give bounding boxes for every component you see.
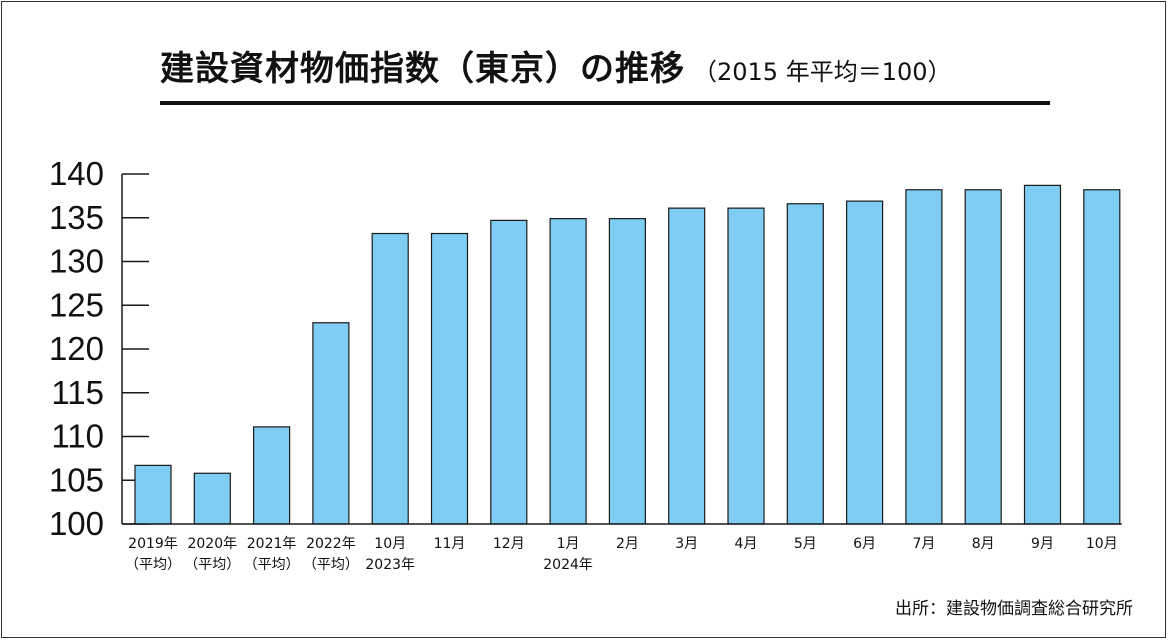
bar bbox=[253, 426, 291, 525]
x-tick-label: 10月 bbox=[374, 536, 406, 552]
y-tick-label: 110 bbox=[51, 418, 104, 455]
bar bbox=[134, 464, 172, 525]
x-tick-label: （平均） bbox=[184, 557, 240, 573]
x-tick-label: 2022年 bbox=[306, 536, 356, 552]
bar bbox=[964, 189, 1002, 525]
bar bbox=[668, 207, 706, 525]
bar bbox=[905, 189, 943, 525]
x-tick-label: （平均） bbox=[303, 557, 359, 573]
bar bbox=[490, 219, 528, 525]
y-tick-label: 100 bbox=[49, 505, 104, 542]
x-tick-label: 7月 bbox=[912, 536, 935, 552]
title-underline bbox=[160, 101, 1050, 105]
x-tick-label: 2019年 bbox=[128, 536, 178, 552]
x-tick-label: 6月 bbox=[853, 536, 876, 552]
chart-subtitle: （2015 年平均＝100） bbox=[693, 58, 952, 86]
y-tick-label: 135 bbox=[49, 199, 104, 236]
x-tick-label: 11月 bbox=[434, 536, 466, 552]
bar bbox=[193, 472, 231, 525]
y-tick-label: 120 bbox=[49, 330, 104, 367]
x-tick-label: （平均） bbox=[244, 557, 300, 573]
chart-title-block: 建設資材物価指数（東京）の推移 （2015 年平均＝100） bbox=[160, 44, 952, 94]
bar bbox=[549, 218, 587, 525]
x-tick-label: 2月 bbox=[616, 536, 639, 552]
y-tick-label: 105 bbox=[49, 461, 104, 498]
bar bbox=[786, 203, 824, 525]
x-tick-label: 1月 bbox=[557, 536, 580, 552]
y-tick-label: 130 bbox=[49, 243, 104, 280]
y-tick-label: 125 bbox=[49, 286, 104, 323]
bar bbox=[1083, 189, 1121, 525]
chart-title: 建設資材物価指数（東京）の推移 bbox=[160, 49, 685, 89]
source-note: 出所：建設物価調査総合研究所 bbox=[895, 599, 1133, 619]
bar bbox=[845, 200, 884, 525]
bar bbox=[430, 232, 469, 525]
x-tick-label: 12月 bbox=[493, 536, 525, 552]
x-tick-label: 2024年 bbox=[543, 557, 593, 573]
bar bbox=[371, 232, 409, 525]
x-tick-label: 3月 bbox=[675, 536, 698, 552]
bar bbox=[1023, 184, 1062, 525]
x-tick-label: 2020年 bbox=[187, 536, 237, 552]
x-tick-label: 8月 bbox=[972, 536, 995, 552]
bar bbox=[608, 218, 647, 525]
x-tick-label: 9月 bbox=[1031, 536, 1054, 552]
x-tick-label: 4月 bbox=[735, 536, 758, 552]
y-tick-label: 115 bbox=[51, 374, 104, 411]
x-tick-label: （平均） bbox=[125, 557, 181, 573]
bar bbox=[727, 207, 765, 525]
x-tick-label: 10月 bbox=[1086, 536, 1118, 552]
x-tick-label: 2021年 bbox=[247, 536, 297, 552]
y-tick-label: 140 bbox=[49, 155, 104, 192]
bar bbox=[312, 322, 350, 525]
x-tick-label: 2023年 bbox=[365, 557, 415, 573]
x-tick-label: 5月 bbox=[794, 536, 817, 552]
